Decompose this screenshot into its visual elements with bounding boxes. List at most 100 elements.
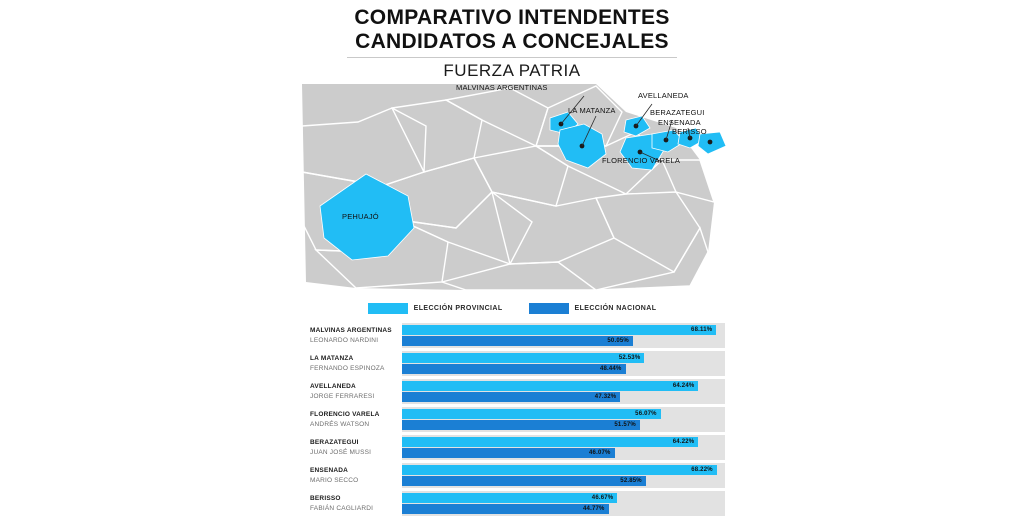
bar-value-provincial: 68.11% xyxy=(691,327,713,333)
row-bars: 56.07% 51.57% xyxy=(402,407,725,432)
bar-value-provincial: 52.53% xyxy=(618,355,641,361)
row-label-group: ENSENADA MARIO SECCO xyxy=(305,463,402,488)
bar-track-provincial: 68.11% xyxy=(402,325,725,335)
map-district-borders xyxy=(301,85,716,291)
map-label-malvinas-argentinas: MALVINAS ARGENTINAS xyxy=(456,83,548,92)
bar-value-provincial: 68.22% xyxy=(691,467,713,473)
municipality-name: LA MATANZA xyxy=(310,355,354,362)
bar-track-nacional: 44.77% xyxy=(402,504,725,514)
page-title-line-1: COMPARATIVO INTENDENTES xyxy=(354,6,670,29)
bar-provincial[interactable]: 46.67% xyxy=(402,493,618,503)
chart-row: BERAZATEGUI JUAN JOSÉ MUSSI 64.22% 46.07% xyxy=(305,435,725,460)
map-label-florencio-varela: FLORENCIO VARELA xyxy=(602,156,681,165)
page-header: COMPARATIVO INTENDENTES CANDIDATOS A CON… xyxy=(0,0,1024,81)
municipality-name: BERISSO xyxy=(310,495,341,502)
bar-track-nacional: 50.05% xyxy=(402,336,725,346)
bar-value-nacional: 47.32% xyxy=(594,394,617,400)
row-bars: 46.67% 44.77% xyxy=(402,491,725,516)
bar-provincial[interactable]: 68.11% xyxy=(402,325,717,335)
candidate-name: MARIO SECCO xyxy=(310,477,359,484)
row-label-group: LA MATANZA FERNANDO ESPINOZA xyxy=(305,351,402,376)
bar-nacional[interactable]: 46.07% xyxy=(402,448,615,458)
map-label-la-matanza: LA MATANZA xyxy=(568,106,616,115)
bar-value-nacional: 50.05% xyxy=(607,338,629,344)
chart-legend: ELECCIÓN PROVINCIAL ELECCIÓN NACIONAL xyxy=(0,303,1024,314)
bar-value-nacional: 48.44% xyxy=(599,366,622,372)
bar-value-nacional: 44.77% xyxy=(583,506,605,512)
municipality-name: BERAZATEGUI xyxy=(310,439,359,446)
chart-row: LA MATANZA FERNANDO ESPINOZA 52.53% 48.44% xyxy=(305,351,725,376)
row-bars: 64.24% 47.32% xyxy=(402,379,725,404)
municipality-name: MALVINAS ARGENTINAS xyxy=(310,327,392,334)
bar-value-nacional: 46.07% xyxy=(589,450,611,456)
bar-value-provincial: 64.24% xyxy=(672,383,695,389)
bar-nacional[interactable]: 52.85% xyxy=(402,476,646,486)
legend-item-provincial[interactable]: ELECCIÓN PROVINCIAL xyxy=(367,303,503,314)
municipality-name: AVELLANEDA xyxy=(310,383,356,390)
row-label-group: AVELLANEDA JORGE FERRARESI xyxy=(305,379,402,404)
chart-row: MALVINAS ARGENTINAS LEONARDO NARDINI 68.11… xyxy=(305,323,725,348)
row-label-group: MALVINAS ARGENTINAS LEONARDO NARDINI xyxy=(305,323,402,348)
row-label-group: BERAZATEGUI JUAN JOSÉ MUSSI xyxy=(305,435,402,460)
bar-value-provincial: 56.07% xyxy=(635,411,657,417)
bar-track-provincial: 46.67% xyxy=(402,493,725,503)
dot-berisso xyxy=(707,139,713,145)
district-pehuajo xyxy=(319,173,415,261)
bar-track-nacional: 48.44% xyxy=(402,364,725,374)
map-container: MALVINAS ARGENTINAS AVELLANEDA LA MATANZ… xyxy=(296,82,728,294)
candidate-name: JUAN JOSÉ MUSSI xyxy=(310,449,372,456)
bar-provincial[interactable]: 64.22% xyxy=(402,437,699,447)
bar-nacional[interactable]: 47.32% xyxy=(402,392,621,402)
legend-label-nacional: ELECCIÓN NACIONAL xyxy=(574,305,657,312)
dot-la-matanza xyxy=(579,143,585,149)
bar-provincial[interactable]: 56.07% xyxy=(402,409,661,419)
bar-value-nacional: 52.85% xyxy=(620,478,642,484)
map-leader-lines xyxy=(560,95,691,163)
row-label-group: BERISSO FABIÁN CAGLIARDI xyxy=(305,491,402,516)
municipality-name: ENSENADA xyxy=(310,467,349,474)
bar-track-provincial: 64.24% xyxy=(402,381,725,391)
page-subtitle: FUERZA PATRIA xyxy=(443,61,581,80)
bar-provincial[interactable]: 64.24% xyxy=(402,381,699,391)
bar-track-nacional: 52.85% xyxy=(402,476,725,486)
bar-track-nacional: 51.57% xyxy=(402,420,725,430)
map-label-pehuajo: PEHUAJÓ xyxy=(342,212,379,221)
title-divider xyxy=(347,57,677,58)
row-bars: 64.22% 46.07% xyxy=(402,435,725,460)
bar-track-provincial: 56.07% xyxy=(402,409,725,419)
bar-value-nacional: 51.57% xyxy=(614,422,636,428)
legend-swatch-provincial xyxy=(367,303,408,314)
chart-row: BERISSO FABIÁN CAGLIARDI 46.67% 44.77% xyxy=(305,491,725,516)
municipality-name: FLORENCIO VARELA xyxy=(310,411,380,418)
bar-track-nacional: 47.32% xyxy=(402,392,725,402)
bar-track-nacional: 46.07% xyxy=(402,448,725,458)
bar-nacional[interactable]: 48.44% xyxy=(402,364,626,374)
bar-track-provincial: 64.22% xyxy=(402,437,725,447)
bar-provincial[interactable]: 68.22% xyxy=(402,465,717,475)
candidate-name: LEONARDO NARDINI xyxy=(310,337,379,344)
legend-swatch-nacional xyxy=(528,303,569,314)
map-label-avellaneda: AVELLANEDA xyxy=(638,91,689,100)
page-title-line-2: CANDIDATOS A CONCEJALES xyxy=(355,30,669,53)
province-map xyxy=(301,84,727,291)
map-label-berazategui: BERAZATEGUI xyxy=(650,108,705,117)
candidate-name: ANDRÉS WATSON xyxy=(310,421,370,428)
bar-nacional[interactable]: 44.77% xyxy=(402,504,609,514)
chart-row: ENSENADA MARIO SECCO 68.22% 52.85% xyxy=(305,463,725,488)
bar-value-provincial: 64.22% xyxy=(672,439,695,445)
bar-track-provincial: 52.53% xyxy=(402,353,725,363)
chart-row: AVELLANEDA JORGE FERRARESI 64.24% 47.32% xyxy=(305,379,725,404)
legend-label-provincial: ELECCIÓN PROVINCIAL xyxy=(413,305,503,312)
legend-item-nacional[interactable]: ELECCIÓN NACIONAL xyxy=(528,303,657,314)
bar-nacional[interactable]: 50.05% xyxy=(402,336,633,346)
candidate-name: FERNANDO ESPINOZA xyxy=(310,365,385,372)
map-label-berisso: BERISSO xyxy=(672,127,707,136)
map-label-ensenada: ENSENADA xyxy=(658,118,701,127)
candidate-name: JORGE FERRARESI xyxy=(310,393,375,400)
bar-provincial[interactable]: 52.53% xyxy=(402,353,645,363)
bar-nacional[interactable]: 51.57% xyxy=(402,420,640,430)
chart-row: FLORENCIO VARELA ANDRÉS WATSON 56.07% 51.57… xyxy=(305,407,725,432)
row-bars: 68.22% 52.85% xyxy=(402,463,725,488)
candidate-name: FABIÁN CAGLIARDI xyxy=(310,505,374,512)
comparison-bar-chart: MALVINAS ARGENTINAS LEONARDO NARDINI 68.11… xyxy=(305,323,725,519)
